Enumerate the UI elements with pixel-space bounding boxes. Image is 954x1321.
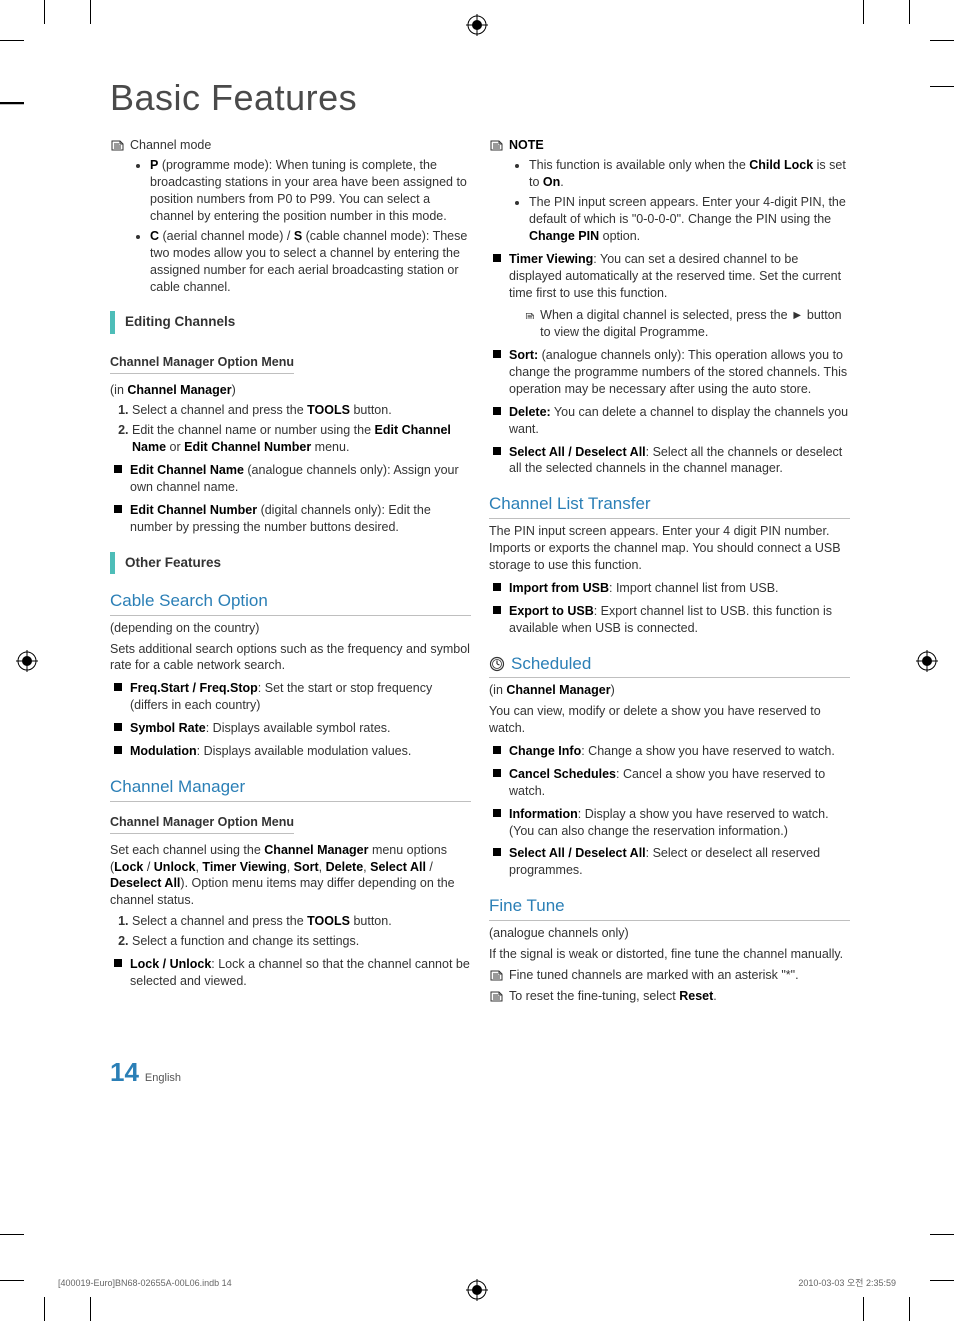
note-icon <box>525 307 534 319</box>
note-icon <box>489 139 503 151</box>
list-item: Timer Viewing: You can set a desired cha… <box>493 251 850 302</box>
left-column: Channel mode P (programme mode): When tu… <box>110 133 471 1009</box>
registration-mark-icon <box>466 14 488 36</box>
body-text: (depending on the country) <box>110 620 471 637</box>
list-item: Freq.Start / Freq.Stop: Set the start or… <box>114 680 471 714</box>
list-item: Edit the channel name or number using th… <box>132 422 471 456</box>
note-text: To reset the fine-tuning, select Reset. <box>509 988 717 1005</box>
section-bar-icon <box>110 552 115 574</box>
body-text: You can view, modify or delete a show yo… <box>489 703 850 737</box>
list-item: Select a function and change its setting… <box>132 933 471 950</box>
note-icon <box>489 990 503 1002</box>
page-title: Basic Features <box>110 74 850 123</box>
list-item: Cancel Schedules: Cancel a show you have… <box>493 766 850 800</box>
square-bullet-icon <box>493 350 501 358</box>
body-text: If the signal is weak or distorted, fine… <box>489 946 850 963</box>
square-bullet-icon <box>114 505 122 513</box>
square-bullet-icon <box>493 407 501 415</box>
body-text: Sets additional search options such as t… <box>110 641 471 675</box>
subheading: Channel Manager Option Menu <box>110 354 294 374</box>
page-number: 14 <box>110 1055 139 1090</box>
body-text: (in Channel Manager) <box>489 682 850 699</box>
channel-mode-label: Channel mode <box>130 137 211 154</box>
language-label: English <box>145 1071 181 1086</box>
note-icon <box>489 969 503 981</box>
right-column: NOTE This function is available only whe… <box>489 133 850 1009</box>
list-item: Export to USB: Export channel list to US… <box>493 603 850 637</box>
list-item: This function is available only when the… <box>529 157 850 191</box>
list-item: Sort: (analogue channels only): This ope… <box>493 347 850 398</box>
square-bullet-icon <box>114 746 122 754</box>
print-file-label: [400019-Euro]BN68-02655A-00L06.indb 14 <box>58 1277 232 1289</box>
registration-mark-icon <box>916 650 938 672</box>
square-bullet-icon <box>493 809 501 817</box>
list-item: Modulation: Displays available modulatio… <box>114 743 471 760</box>
list-item: Change Info: Change a show you have rese… <box>493 743 850 760</box>
list-item: Edit Channel Name (analogue channels onl… <box>114 462 471 496</box>
square-bullet-icon <box>114 683 122 691</box>
list-item: Symbol Rate: Displays available symbol r… <box>114 720 471 737</box>
list-item: Select All / Deselect All: Select all th… <box>493 444 850 478</box>
subheading: Channel Manager Option Menu <box>110 814 294 834</box>
square-bullet-icon <box>114 465 122 473</box>
sub-note: When a digital channel is selected, pres… <box>525 307 850 341</box>
body-text: Set each channel using the Channel Manag… <box>110 842 471 910</box>
page-footer: 14 English <box>110 1055 850 1090</box>
list-item: Information: Display a show you have res… <box>493 806 850 840</box>
h2-heading: Fine Tune <box>489 895 850 921</box>
section-heading: Editing Channels <box>110 311 471 333</box>
square-bullet-icon <box>493 848 501 856</box>
section-bar-icon <box>110 311 115 333</box>
square-bullet-icon <box>114 723 122 731</box>
body-text: The PIN input screen appears. Enter your… <box>489 523 850 574</box>
clock-icon <box>489 656 505 672</box>
list-item: Select a channel and press the TOOLS but… <box>132 913 471 930</box>
square-bullet-icon <box>493 447 501 455</box>
list-item: Select a channel and press the TOOLS but… <box>132 402 471 419</box>
print-footer: [400019-Euro]BN68-02655A-00L06.indb 14 2… <box>58 1277 896 1289</box>
section-heading: Other Features <box>110 552 471 574</box>
square-bullet-icon <box>493 254 501 262</box>
h2-heading: Cable Search Option <box>110 590 471 616</box>
list-item: P (programme mode): When tuning is compl… <box>150 157 471 225</box>
note-text: Fine tuned channels are marked with an a… <box>509 967 799 984</box>
square-bullet-icon <box>493 746 501 754</box>
body-text: (in Channel Manager) <box>110 382 471 399</box>
page-content: Basic Features Channel mode P (programme… <box>110 74 850 1090</box>
list-item: Edit Channel Number (digital channels on… <box>114 502 471 536</box>
note-icon <box>110 139 124 151</box>
list-item: C (aerial channel mode) / S (cable chann… <box>150 228 471 296</box>
list-item: The PIN input screen appears. Enter your… <box>529 194 850 245</box>
body-text: (analogue channels only) <box>489 925 850 942</box>
list-item: Select All / Deselect All: Select or des… <box>493 845 850 879</box>
h2-heading: Channel Manager <box>110 776 471 802</box>
square-bullet-icon <box>114 959 122 967</box>
list-item: Delete: You can delete a channel to disp… <box>493 404 850 438</box>
note-label: NOTE <box>509 137 544 154</box>
list-item: Import from USB: Import channel list fro… <box>493 580 850 597</box>
square-bullet-icon <box>493 606 501 614</box>
square-bullet-icon <box>493 583 501 591</box>
h2-heading: Scheduled <box>489 653 850 679</box>
square-bullet-icon <box>493 769 501 777</box>
list-item: Lock / Unlock: Lock a channel so that th… <box>114 956 471 990</box>
h2-heading: Channel List Transfer <box>489 493 850 519</box>
registration-mark-icon <box>16 650 38 672</box>
print-timestamp: 2010-03-03 오전 2:35:59 <box>798 1277 896 1289</box>
